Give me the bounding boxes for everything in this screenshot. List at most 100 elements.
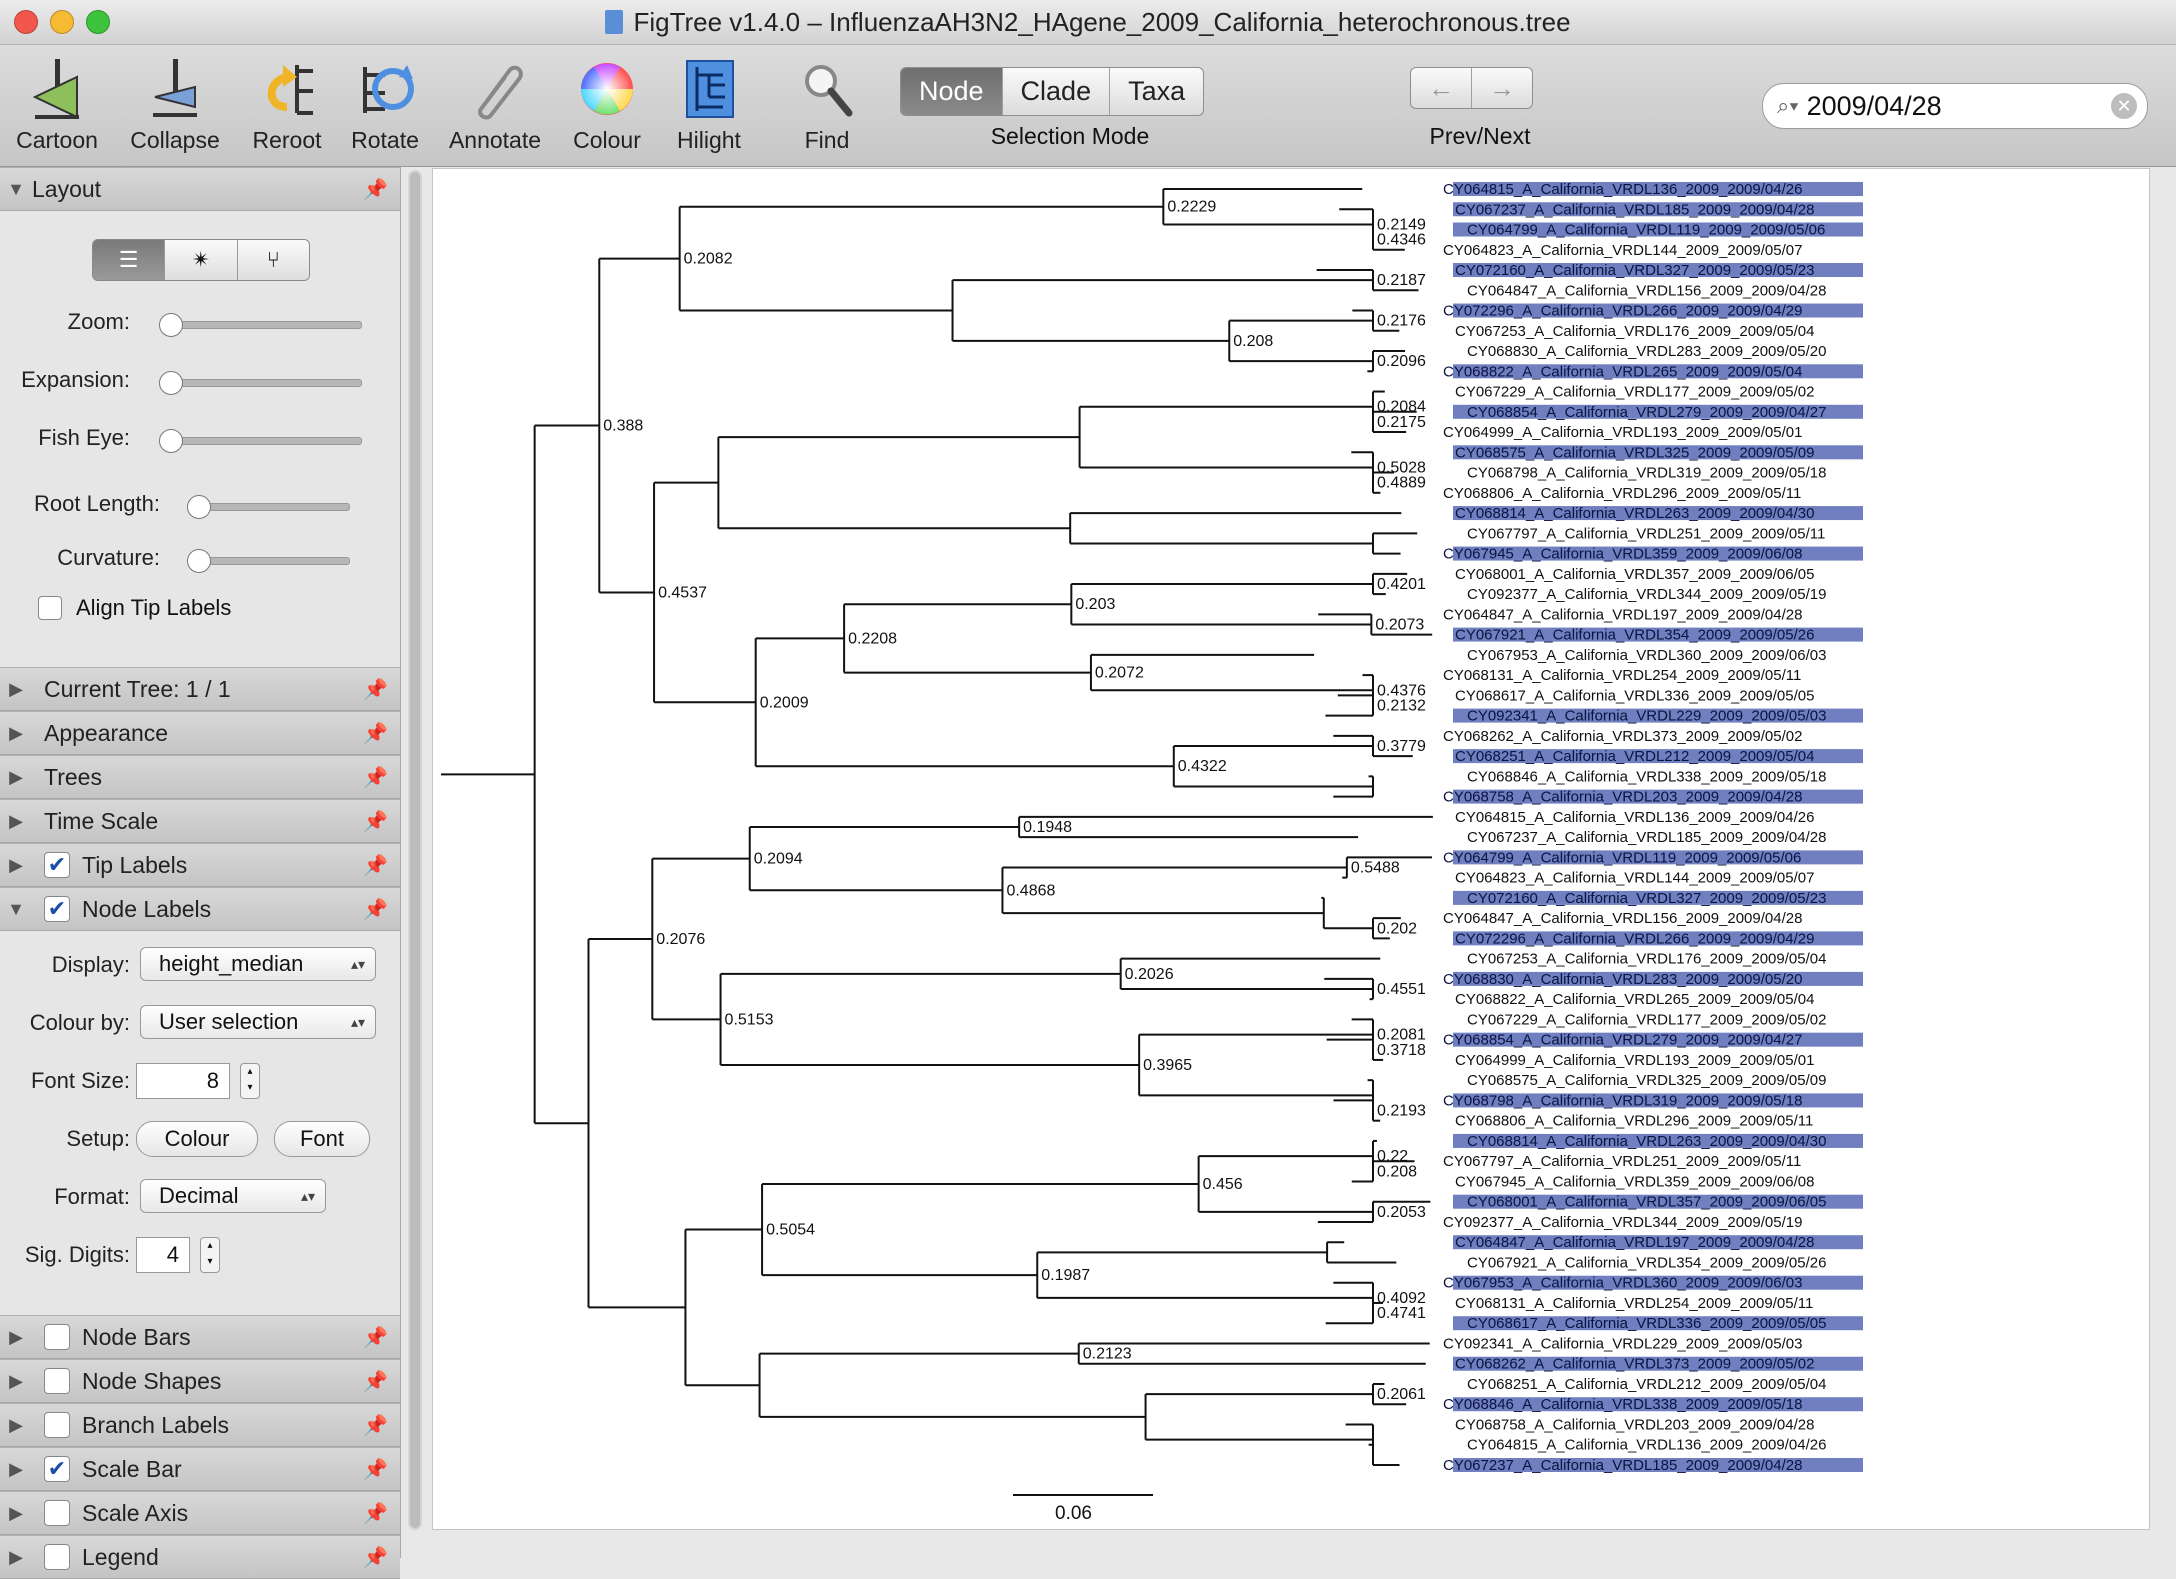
format-select[interactable]: Decimal ▴▾ [140, 1179, 326, 1213]
pin-icon[interactable]: 📌 [363, 1370, 388, 1393]
tree-canvas[interactable]: 0.4346 0.2149 0.2229 0.2187 0.2176 0.2096 0.20… [432, 168, 2150, 1530]
selected-tip-highlight[interactable] [1453, 971, 1863, 986]
selected-tip-highlight[interactable] [1453, 789, 1863, 804]
selected-tip-highlight[interactable] [1453, 1032, 1863, 1047]
zoom-window-button[interactable] [86, 10, 110, 34]
branch-labels-checkbox[interactable] [44, 1412, 70, 1438]
selected-tip-highlight[interactable] [1453, 202, 1863, 217]
selected-tip-highlight[interactable] [1453, 1093, 1863, 1108]
curvature-slider[interactable] [187, 549, 350, 573]
sig-digits-field[interactable]: 4 [136, 1237, 190, 1273]
curvature-slider-knob[interactable] [187, 549, 211, 573]
rectangular-layout-icon[interactable]: ☰ [93, 240, 166, 280]
selected-tip-highlight[interactable] [1453, 546, 1863, 561]
pin-icon[interactable]: 📌 [363, 678, 388, 701]
selected-tip-highlight[interactable] [1453, 1356, 1863, 1371]
setup-font-button[interactable]: Font [274, 1121, 370, 1157]
scale-bar-checkbox[interactable]: ✔ [44, 1456, 70, 1482]
search-field[interactable]: ⌕▾ 2009/04/28 ✕ [1762, 83, 2148, 129]
colour-by-select[interactable]: User selection ▴▾ [140, 1005, 376, 1039]
rotate-button[interactable]: Rotate [330, 53, 440, 154]
pin-icon[interactable]: 📌 [363, 722, 388, 745]
hilight-button[interactable]: Hilight [654, 53, 764, 154]
selected-tip-highlight[interactable] [1453, 1458, 1863, 1472]
pin-icon[interactable]: 📌 [363, 898, 388, 921]
section-current-tree[interactable]: ▶ Current Tree: 1 / 1 📌 [0, 667, 400, 711]
section-node-labels[interactable]: ▼ ✔ Node Labels 📌 [0, 887, 400, 931]
selected-tip-highlight[interactable] [1453, 1397, 1863, 1412]
section-scale-bar[interactable]: ▶ ✔ Scale Bar 📌 [0, 1447, 400, 1491]
selected-tip-highlight[interactable] [1453, 890, 1863, 905]
section-time-scale[interactable]: ▶ Time Scale 📌 [0, 799, 400, 843]
fisheye-slider-knob[interactable] [159, 429, 183, 453]
section-node-shapes[interactable]: ▶ Node Shapes 📌 [0, 1359, 400, 1403]
root-length-slider[interactable] [187, 495, 350, 519]
selected-tip-highlight[interactable] [1453, 263, 1863, 278]
section-appearance[interactable]: ▶ Appearance 📌 [0, 711, 400, 755]
find-button[interactable]: Find [772, 53, 882, 154]
selected-tip-highlight[interactable] [1453, 303, 1863, 318]
selected-tip-highlight[interactable] [1453, 931, 1863, 946]
section-scale-axis[interactable]: ▶ Scale Axis 📌 [0, 1491, 400, 1535]
node-bars-checkbox[interactable] [44, 1324, 70, 1350]
clear-search-icon[interactable]: ✕ [2111, 93, 2137, 119]
pin-icon[interactable]: 📌 [363, 1502, 388, 1525]
annotate-button[interactable]: Annotate [440, 53, 550, 154]
next-arrow-icon[interactable]: → [1489, 72, 1515, 103]
radial-layout-icon[interactable]: ✴ [165, 240, 238, 280]
selected-tip-highlight[interactable] [1453, 708, 1863, 723]
selected-tip-highlight[interactable] [1453, 364, 1863, 379]
selected-tip-highlight[interactable] [1453, 222, 1863, 237]
align-tip-labels-checkbox[interactable] [38, 596, 62, 620]
selected-tip-highlight[interactable] [1453, 182, 1863, 196]
selection-mode-clade[interactable]: Clade [1003, 68, 1111, 115]
colour-button[interactable]: Colour [552, 53, 662, 154]
polar-layout-icon[interactable]: ⑂ [237, 240, 309, 280]
selected-tip-highlight[interactable] [1453, 1275, 1863, 1290]
pin-icon[interactable]: 📌 [363, 1326, 388, 1349]
selected-tip-highlight[interactable] [1453, 749, 1863, 764]
selected-tip-highlight[interactable] [1453, 404, 1863, 419]
expansion-slider-knob[interactable] [159, 371, 183, 395]
display-select[interactable]: height_median ▴▾ [140, 947, 376, 981]
font-size-stepper[interactable]: ▴ ▾ [240, 1063, 260, 1099]
zoom-slider-knob[interactable] [159, 313, 183, 337]
pin-icon[interactable]: 📌 [363, 1458, 388, 1481]
sig-digits-stepper[interactable]: ▴ ▾ [200, 1237, 220, 1273]
selection-mode-node[interactable]: Node [901, 68, 1003, 115]
root-length-slider-knob[interactable] [187, 495, 211, 519]
prev-arrow-icon[interactable]: ← [1411, 68, 1472, 108]
minimize-window-button[interactable] [50, 10, 74, 34]
selected-tip-highlight[interactable] [1453, 850, 1863, 865]
fisheye-slider[interactable] [159, 429, 362, 453]
section-layout[interactable]: ▼ Layout 📌 [0, 167, 400, 211]
reroot-button[interactable]: Reroot [232, 53, 342, 154]
pin-icon[interactable]: 📌 [363, 1414, 388, 1437]
expansion-slider[interactable] [159, 371, 362, 395]
pin-icon[interactable]: 📌 [363, 854, 388, 877]
legend-checkbox[interactable] [44, 1544, 70, 1570]
search-input[interactable]: 2009/04/28 [1806, 90, 1942, 121]
selected-tip-highlight[interactable] [1453, 1133, 1863, 1148]
selected-tip-highlight[interactable] [1453, 1235, 1863, 1250]
node-shapes-checkbox[interactable] [44, 1368, 70, 1394]
sidebar-scrollbar-thumb[interactable] [410, 172, 420, 1528]
collapse-button[interactable]: Collapse [120, 53, 230, 154]
close-window-button[interactable] [14, 10, 38, 34]
pin-icon[interactable]: 📌 [363, 178, 388, 201]
section-legend[interactable]: ▶ Legend 📌 [0, 1535, 400, 1579]
pin-icon[interactable]: 📌 [363, 766, 388, 789]
font-size-field[interactable]: 8 [136, 1063, 230, 1099]
selection-mode-taxa[interactable]: Taxa [1128, 76, 1186, 106]
selected-tip-highlight[interactable] [1453, 1316, 1863, 1331]
pin-icon[interactable]: 📌 [363, 810, 388, 833]
tip-labels-checkbox[interactable]: ✔ [44, 852, 70, 878]
pin-icon[interactable]: 📌 [363, 1546, 388, 1569]
node-labels-checkbox[interactable]: ✔ [44, 896, 70, 922]
zoom-slider[interactable] [159, 313, 362, 337]
selected-tip-highlight[interactable] [1453, 627, 1863, 642]
section-tip-labels[interactable]: ▶ ✔ Tip Labels 📌 [0, 843, 400, 887]
selected-tip-highlight[interactable] [1453, 445, 1863, 460]
cartoon-button[interactable]: Cartoon [2, 53, 112, 154]
